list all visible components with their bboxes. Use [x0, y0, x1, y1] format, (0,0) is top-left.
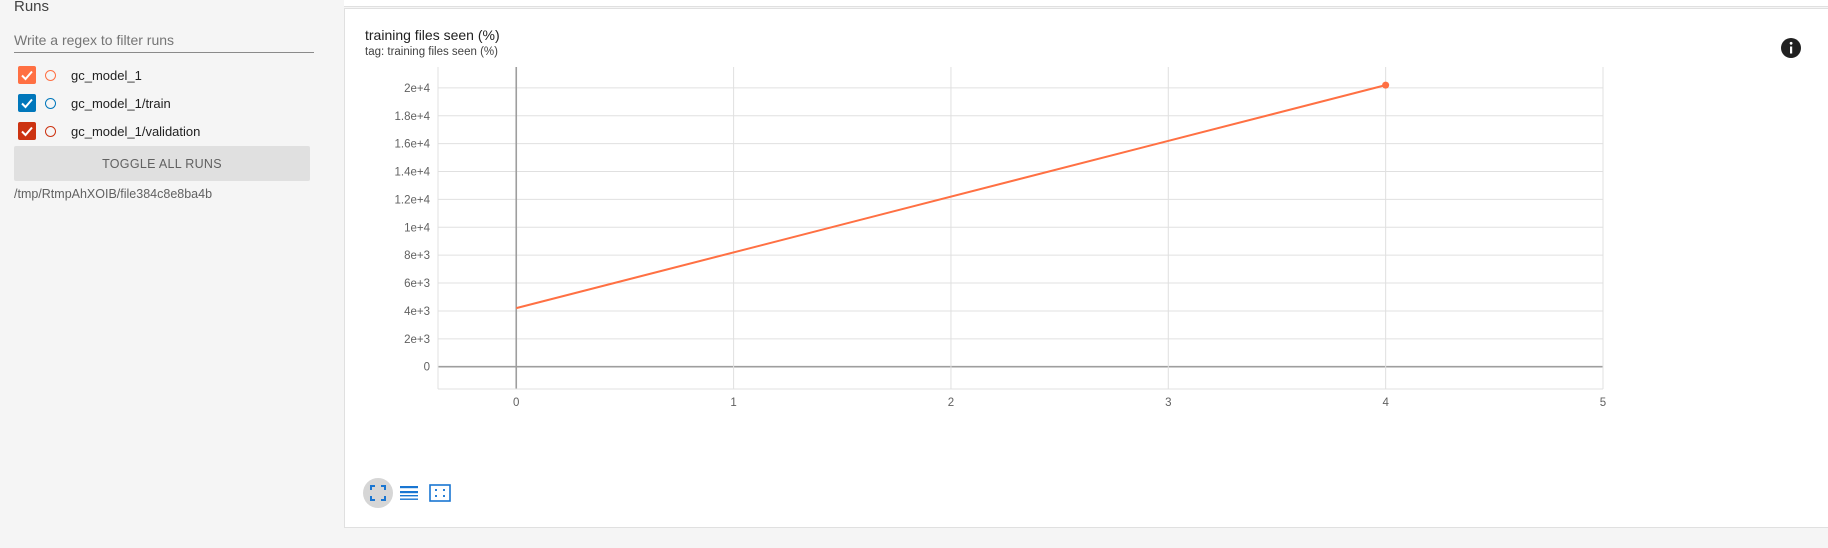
y-tick-label: 0 — [424, 362, 430, 374]
x-tick-label: 4 — [1382, 397, 1389, 409]
toggle-log-scale-icon — [400, 486, 418, 500]
run-color-icon — [45, 97, 56, 109]
run-row-gc-model-1-train[interactable]: gc_model_1/train — [18, 92, 171, 114]
x-tick-label: 3 — [1165, 397, 1171, 409]
series-line — [515, 84, 1386, 310]
run-checkbox[interactable] — [18, 94, 36, 112]
toggle-selection-icon — [429, 484, 451, 502]
x-tick-label: 1 — [730, 397, 736, 409]
card-top-edge — [344, 0, 1828, 7]
line-chart[interactable]: 0 2e+3 4e+3 6e+3 8e+3 1e+4 1.2e+4 1.4e+4 1.6e+4 1… — [345, 9, 1828, 469]
y-tick-label: 1.8e+4 — [395, 111, 431, 123]
run-filter-input[interactable] — [14, 28, 314, 53]
series-last-point — [1382, 81, 1390, 89]
toggle-log-scale-button[interactable] — [394, 478, 424, 508]
y-tick-label: 1e+4 — [404, 222, 431, 234]
y-tick-label: 1.4e+4 — [395, 167, 431, 179]
run-label: gc_model_1/train — [71, 95, 171, 111]
y-tick-label: 8e+3 — [404, 250, 430, 262]
run-row-gc-model-1-validation[interactable]: gc_model_1/validation — [18, 120, 200, 142]
run-color-icon — [45, 125, 56, 137]
x-tick-label: 2 — [948, 397, 954, 409]
y-tick-label: 4e+3 — [404, 306, 430, 318]
fit-domain-icon — [370, 485, 386, 501]
check-icon — [21, 126, 33, 137]
runs-title: Runs — [14, 0, 50, 15]
info-icon[interactable] — [1780, 37, 1802, 59]
y-tick-label: 1.2e+4 — [395, 194, 431, 206]
x-tick-label: 0 — [513, 397, 519, 409]
toggle-selection-button[interactable] — [425, 478, 455, 508]
check-icon — [21, 98, 33, 109]
y-tick-label: 1.6e+4 — [395, 139, 431, 151]
run-row-gc-model-1[interactable]: gc_model_1 — [18, 64, 142, 86]
fit-domain-button[interactable] — [363, 478, 393, 508]
y-tick-label: 6e+3 — [404, 278, 430, 290]
x-tick-label: 5 — [1600, 397, 1606, 409]
scalar-chart-card: training files seen (%) tag: training fi… — [344, 8, 1828, 528]
run-label: gc_model_1/validation — [71, 123, 201, 139]
run-label: gc_model_1 — [71, 67, 142, 83]
y-tick-label: 2e+3 — [404, 334, 430, 346]
run-checkbox[interactable] — [18, 122, 36, 140]
y-tick-label: 2e+4 — [404, 83, 431, 95]
runs-sidebar: Runs gc_model_1 gc_model_1/train gc_mode… — [0, 0, 342, 548]
run-color-icon — [45, 69, 56, 81]
chart-title: training files seen (%) — [365, 27, 500, 43]
check-icon — [21, 70, 33, 81]
toggle-all-runs-button[interactable]: TOGGLE ALL RUNS — [14, 146, 310, 181]
chart-tag: tag: training files seen (%) — [365, 46, 498, 58]
run-checkbox[interactable] — [18, 66, 36, 84]
log-directory-path: /tmp/RtmpAhXOIB/file384c8e8ba4b — [14, 187, 213, 201]
